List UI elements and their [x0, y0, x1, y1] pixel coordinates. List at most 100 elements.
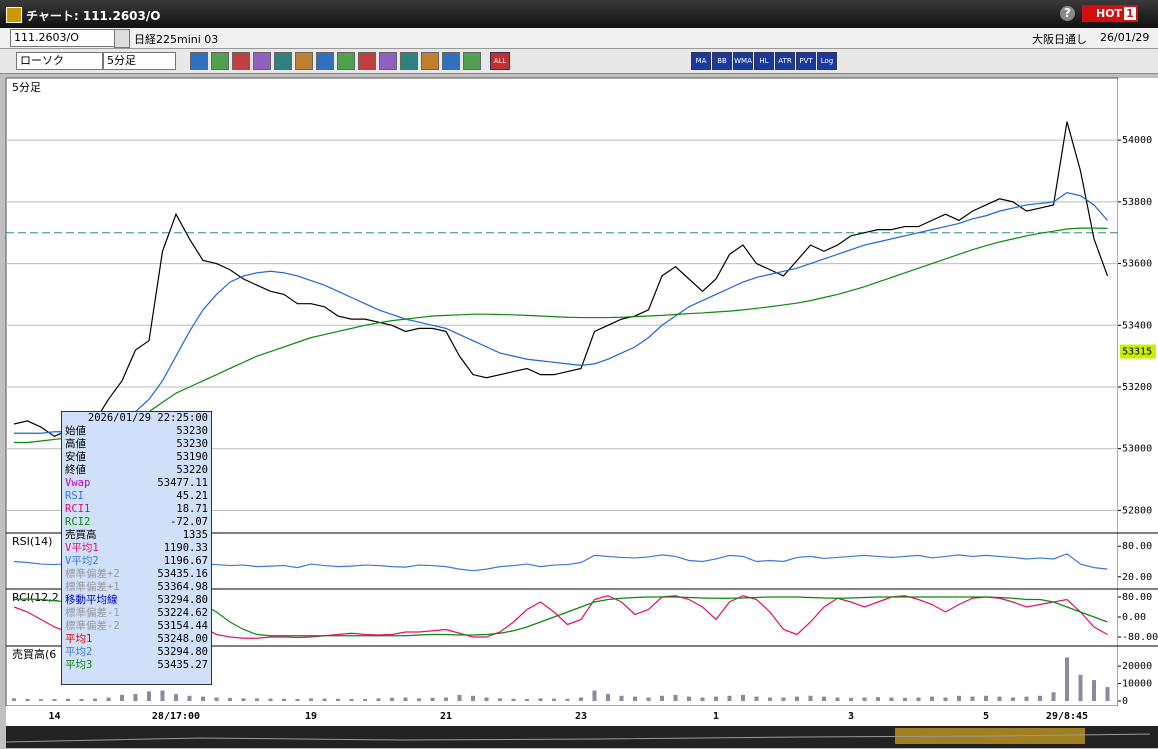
tool-icon[interactable] — [211, 52, 229, 70]
session: 大阪日通し — [1032, 33, 1087, 46]
tool-button[interactable]: WMA — [733, 52, 753, 70]
interval-select[interactable]: 5分足 — [103, 52, 176, 70]
tool-icon[interactable] — [316, 52, 334, 70]
data-value: 1196.67 — [163, 555, 208, 567]
y-tick-label: 52800 — [1122, 505, 1152, 516]
data-label: 標準偏差+1 — [65, 581, 120, 593]
data-value: 53364.98 — [157, 581, 208, 593]
tool-button[interactable]: ATR — [775, 52, 795, 70]
volume-bar — [525, 698, 529, 701]
data-value: 53248.00 — [157, 633, 208, 645]
volume-bar — [768, 697, 772, 701]
data-row: 平均1 53248.00 — [62, 633, 211, 646]
x-tick-label: 3 — [848, 711, 854, 722]
volume-bar — [363, 699, 367, 701]
scrollbar[interactable] — [6, 726, 1158, 748]
x-axis-area — [6, 706, 1158, 726]
data-value: 53294.80 — [157, 594, 208, 606]
chart-style-select[interactable]: ローソク — [16, 52, 103, 70]
toolbar: ローソク 5分足 ALL MA BB WMA HL ATR PVT Log — [0, 49, 1158, 74]
data-value: 1190.33 — [163, 542, 208, 554]
volume-bar — [673, 694, 678, 701]
tool-icon[interactable] — [421, 52, 439, 70]
tool-icon[interactable] — [463, 52, 481, 70]
data-row: 高値 53230 — [62, 438, 211, 451]
tool-icon[interactable] — [295, 52, 313, 70]
volume-bar — [970, 696, 975, 701]
volume-bar — [552, 698, 556, 701]
hot-button[interactable]: HOT 1 — [1082, 5, 1138, 22]
y-tick-label: 53400 — [1122, 320, 1152, 331]
volume-bar — [66, 698, 70, 701]
volume-bar — [1011, 697, 1015, 701]
volume-bar — [957, 695, 961, 701]
volume-bar — [1078, 674, 1083, 701]
volume-bar — [120, 694, 124, 701]
volume-bar — [255, 698, 259, 701]
window-title: チャート: 111.2603/O — [26, 9, 161, 23]
data-window: 2026/01/29 22:25:00 始値 53230 高値 53230 安値 5319… — [61, 411, 212, 685]
data-label: 標準偏差-1 — [65, 607, 120, 619]
tool-icon[interactable] — [253, 52, 271, 70]
data-value: 53435.27 — [157, 659, 208, 671]
panel-label: 5分足 — [12, 81, 41, 94]
tool-icon[interactable] — [379, 52, 397, 70]
symbol-dropdown[interactable] — [114, 29, 130, 48]
volume-bar — [916, 697, 921, 701]
data-label: 平均2 — [65, 646, 93, 658]
symbol-bar: 111.2603/O 日経225mini 03 大阪日通し 26/01/29 — [0, 28, 1158, 49]
tool-button[interactable]: Log — [817, 52, 837, 70]
volume-bar — [754, 696, 759, 701]
hot-label: HOT — [1096, 7, 1123, 20]
tool-button[interactable]: HL — [754, 52, 774, 70]
data-value: 53477.11 — [157, 477, 208, 489]
title-bar: チャート: 111.2603/O ? HOT 1 — [0, 0, 1158, 28]
volume-bar — [106, 697, 111, 701]
data-value: 53190 — [176, 451, 208, 463]
tool-icon[interactable] — [190, 52, 208, 70]
series-line — [13, 121, 1109, 438]
y-tick-label: 80.00 — [1122, 541, 1152, 552]
volume-bar — [592, 690, 597, 701]
volume-bar — [39, 699, 43, 701]
tool-button[interactable]: ALL — [490, 52, 510, 70]
x-tick-label: 29/8:45 — [1046, 711, 1088, 722]
volume-bar — [795, 696, 799, 701]
symbol-input[interactable]: 111.2603/O — [10, 29, 119, 47]
data-row: RCI1 18.71 — [62, 503, 211, 516]
tool-icon[interactable] — [232, 52, 250, 70]
data-label: 高値 — [65, 438, 86, 450]
tool-icon[interactable] — [400, 52, 418, 70]
volume-bar — [943, 697, 948, 701]
volume-bar — [417, 698, 421, 701]
volume-bar — [52, 699, 57, 701]
tool-button[interactable]: PVT — [796, 52, 816, 70]
data-row: 始値 53230 — [62, 425, 211, 438]
tool-icon[interactable] — [358, 52, 376, 70]
volume-bar — [228, 697, 232, 701]
tool-icon[interactable] — [274, 52, 292, 70]
series-line — [14, 191, 1108, 434]
volume-bar — [700, 697, 705, 701]
volume-bar — [376, 698, 381, 701]
help-button[interactable]: ? — [1060, 6, 1075, 21]
tool-icon[interactable] — [442, 52, 460, 70]
volume-bar — [471, 695, 475, 701]
y-tick-label: 53600 — [1122, 259, 1152, 270]
volume-bar — [12, 698, 16, 701]
volume-bar — [687, 696, 691, 701]
volume-bar — [268, 698, 273, 701]
tool-button[interactable]: MA — [691, 52, 711, 70]
data-row: RSI 45.21 — [62, 490, 211, 503]
tool-button[interactable]: BB — [712, 52, 732, 70]
data-row: V平均2 1196.67 — [62, 555, 211, 568]
volume-bar — [1105, 687, 1110, 701]
volume-bar — [498, 698, 502, 701]
y-tick-label: 53200 — [1122, 382, 1152, 393]
toolbar-icons: ALL MA BB WMA HL ATR PVT Log — [190, 52, 930, 70]
tool-icon[interactable] — [337, 52, 355, 70]
x-tick-label: 23 — [575, 711, 587, 722]
volume-bar — [201, 696, 205, 701]
data-label: 始値 — [65, 425, 86, 437]
volume-bar — [133, 694, 138, 701]
